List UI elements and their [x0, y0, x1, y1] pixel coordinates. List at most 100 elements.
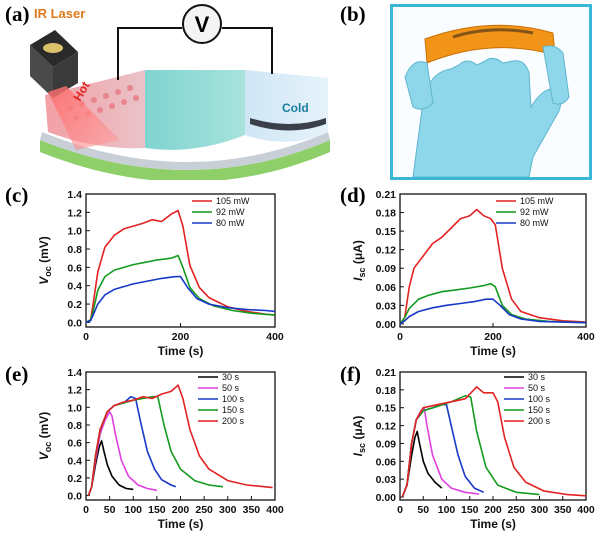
- legend-label: 150 s: [222, 405, 245, 415]
- y-axis-label: Voc (mV): [37, 412, 53, 461]
- legend-label: 200 s: [222, 416, 245, 426]
- plot-frame: [399, 371, 587, 501]
- y-tick-label: 0.12: [376, 421, 397, 433]
- y-tick-label: 0.8: [67, 244, 82, 256]
- voltmeter: [182, 4, 222, 44]
- y-axis-label-unit: (μA): [351, 416, 365, 443]
- legend-label: 80 mW: [520, 218, 549, 228]
- series-line-50-s: [401, 406, 480, 498]
- series-line-50-s: [87, 410, 158, 496]
- wire-right: [222, 27, 273, 74]
- y-axis-label-sub: oc: [43, 266, 53, 277]
- panel-label-a: (a): [5, 2, 30, 26]
- y-tick-label: 0.09: [376, 263, 397, 275]
- x-tick-label: 400: [577, 504, 595, 516]
- y-axis-label-main: I: [351, 277, 365, 281]
- legend-label: 150 s: [528, 405, 551, 415]
- series-line-100-s: [401, 403, 485, 498]
- y-tick-label: 0.18: [376, 385, 397, 397]
- y-axis-label-sub: sc: [357, 443, 367, 453]
- y-axis-label-sub: sc: [357, 267, 367, 277]
- laser-label: IR Laser: [34, 6, 85, 21]
- y-axis-label: Isc (μA): [351, 240, 367, 281]
- cold-label: Cold: [282, 101, 309, 115]
- series-line-200-s: [401, 386, 587, 498]
- y-tick-label: 0.8: [67, 420, 82, 432]
- y-tick-label: 0.6: [67, 438, 82, 450]
- laser-head: [30, 30, 78, 98]
- panel-label-b: (b): [340, 2, 366, 26]
- y-tick-label: 0.18: [376, 208, 397, 220]
- x-axis-label: Time (s): [158, 517, 204, 531]
- x-tick-label: 200: [484, 504, 502, 516]
- y-tick-label: 0.09: [376, 438, 397, 450]
- chart-f-isc-duration: 0.00 0.03 0.06 0.09 0.12 0.15 0.18 0.21 0 50 100 15…: [351, 367, 595, 531]
- chart-c-voc-power: 0.0 0.2 0.4 0.6 0.8 1.0 1.2 1.4 0 200 400 Time (s) V…: [37, 189, 284, 358]
- panel-label-e: (e): [5, 362, 29, 386]
- substrate-green: [40, 140, 330, 180]
- x-tick-label: 300: [531, 504, 549, 516]
- y-tick-label: 0.0: [67, 317, 82, 329]
- y-tick-label: 1.0: [67, 402, 82, 414]
- y-axis-label-unit: (μA): [351, 240, 365, 267]
- y-axis-label-unit: (mV): [37, 412, 51, 442]
- series-line-200-s: [87, 384, 273, 496]
- plot-frame: [399, 193, 587, 328]
- y-tick-label: 0.00: [376, 492, 397, 504]
- series-line-92-mW: [399, 282, 587, 325]
- y-tick-label: 0.03: [376, 474, 397, 486]
- x-tick-label: 200: [484, 331, 502, 343]
- chart-d-isc-power: 0.00 0.03 0.06 0.09 0.12 0.15 0.18 0.21 0 200 400 T…: [351, 189, 595, 358]
- panel-label-d: (d): [340, 183, 366, 207]
- legend-label: 100 s: [528, 394, 551, 404]
- y-tick-label: 0.2: [67, 299, 82, 311]
- x-tick-label: 400: [266, 504, 284, 516]
- device-schematic: V IR Laser Hot Cold: [30, 4, 330, 180]
- legend-label: 105 mW: [520, 196, 554, 206]
- middle-region: [145, 70, 245, 150]
- x-tick-label: 50: [417, 504, 429, 516]
- legend-label: 92 mW: [520, 207, 549, 217]
- x-axis-label: Time (s): [470, 517, 516, 531]
- y-axis-label-main: V: [37, 451, 51, 460]
- legend-label: 50 s: [528, 383, 546, 393]
- x-tick-label: 350: [554, 504, 572, 516]
- legend-label: 92 mW: [216, 207, 245, 217]
- laser-beam: [48, 86, 120, 150]
- x-tick-label: 50: [104, 504, 116, 516]
- legend-label: 50 s: [222, 383, 240, 393]
- series-line-92-mW: [85, 254, 276, 324]
- x-tick-label: 400: [577, 331, 595, 343]
- x-tick-label: 150: [148, 504, 166, 516]
- series-line-80-mW: [85, 275, 276, 324]
- legend-label: 30 s: [528, 372, 546, 382]
- y-tick-label: 1.4: [67, 367, 82, 379]
- x-tick-label: 400: [266, 331, 284, 343]
- cold-electrode: [250, 118, 326, 131]
- x-tick-label: 0: [83, 331, 89, 343]
- panel-label-c: (c): [5, 183, 29, 207]
- y-axis-label-main: V: [37, 276, 51, 285]
- series-line-150-s: [401, 395, 540, 498]
- y-tick-label: 0.03: [376, 300, 397, 312]
- x-tick-label: 250: [507, 504, 525, 516]
- y-tick-label: 1.2: [67, 385, 82, 397]
- legend-label: 100 s: [222, 394, 245, 404]
- y-tick-label: 0.4: [67, 281, 82, 293]
- x-tick-label: 0: [397, 504, 403, 516]
- y-tick-label: 0.12: [376, 245, 397, 257]
- x-tick-label: 200: [172, 331, 190, 343]
- y-axis-label-sub: oc: [43, 442, 53, 453]
- series-line-105-mW: [85, 209, 276, 324]
- y-tick-label: 0.15: [376, 403, 397, 415]
- x-axis-label: Time (s): [470, 344, 516, 358]
- y-axis-label: Voc (mV): [37, 236, 53, 285]
- y-tick-label: 1.4: [67, 189, 82, 201]
- y-tick-label: 0.06: [376, 282, 397, 294]
- y-tick-label: 0.2: [67, 473, 82, 485]
- y-tick-label: 0.6: [67, 262, 82, 274]
- x-tick-label: 0: [83, 504, 89, 516]
- y-axis-label: Isc (μA): [351, 416, 367, 457]
- x-tick-label: 0: [397, 331, 403, 343]
- y-tick-label: 0.21: [376, 367, 397, 379]
